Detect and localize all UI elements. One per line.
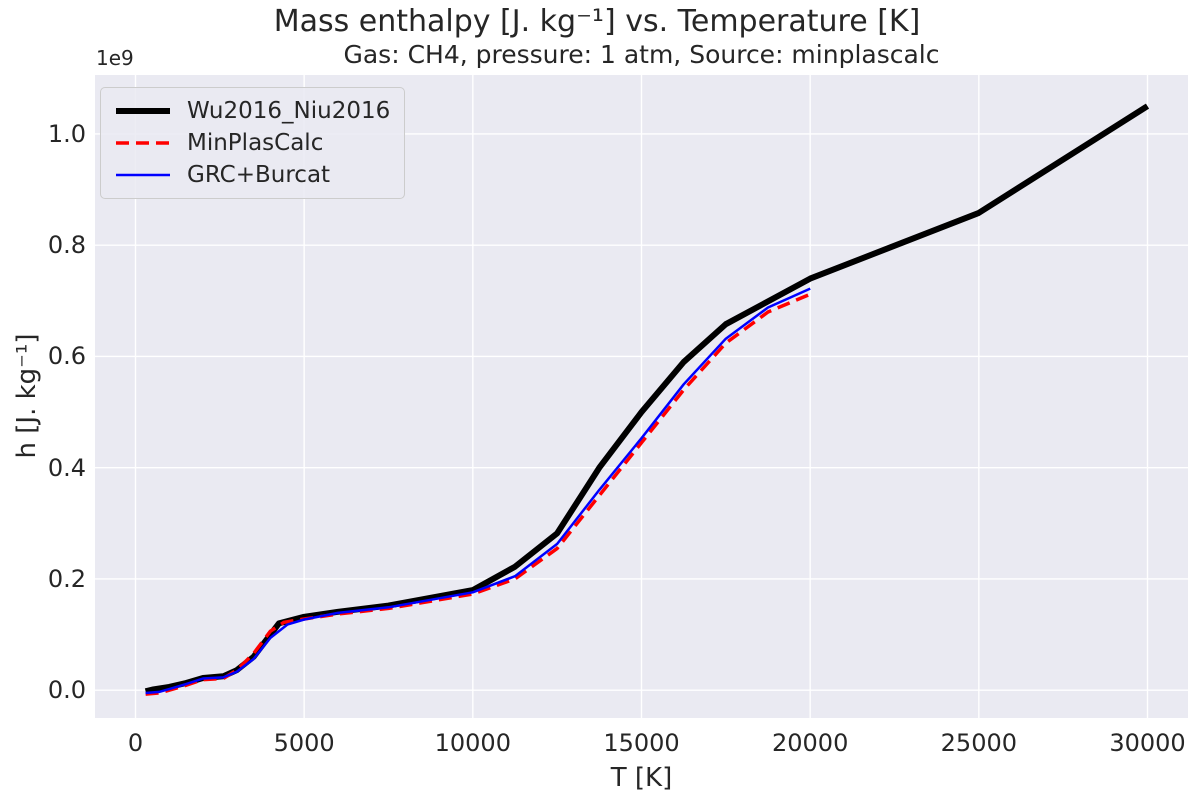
x-tick-label: 10000 xyxy=(434,729,511,757)
y-tick-label: 1.0 xyxy=(47,119,86,148)
legend-entry: MinPlasCalc xyxy=(115,127,390,159)
legend-line-sample-icon xyxy=(116,108,170,114)
x-tick-label: 20000 xyxy=(771,729,849,757)
legend-label: GRC+Burcat xyxy=(187,162,331,188)
y-tick-label: 0.8 xyxy=(47,231,86,260)
legend-entry: Wu2016_Niu2016 xyxy=(115,95,390,127)
y-axis-label: h [J. kg⁻¹] xyxy=(12,333,42,459)
y-tick-label: 0.2 xyxy=(47,564,86,593)
legend: Wu2016_Niu2016 MinPlasCalc GRC+Burcat xyxy=(100,87,406,199)
x-axis-label: T [K] xyxy=(610,763,673,793)
chart-title: Mass enthalpy [J. kg⁻¹] vs. Temperature … xyxy=(273,4,921,39)
chart-subtitle: Gas: CH4, pressure: 1 atm, Source: minpl… xyxy=(343,40,940,69)
legend-line-sample-icon xyxy=(116,173,170,177)
x-tick-label: 25000 xyxy=(940,729,1018,757)
y-tick-label: 0.6 xyxy=(47,342,86,371)
x-tick-label: 15000 xyxy=(603,729,680,757)
y-axis-offset-label: 1e9 xyxy=(96,46,134,70)
chart-canvas xyxy=(95,75,1188,718)
legend-entry: GRC+Burcat xyxy=(115,159,390,191)
y-tick-label: 0.0 xyxy=(47,676,86,705)
x-tick-label: 5000 xyxy=(273,729,335,757)
series-line-GRC+Burcat xyxy=(145,287,811,695)
legend-label: MinPlasCalc xyxy=(187,130,324,156)
x-tick-label: 0 xyxy=(127,729,144,757)
legend-line-sample-icon xyxy=(116,141,170,145)
y-tick-label: 0.4 xyxy=(47,453,86,482)
x-tick-label: 30000 xyxy=(1109,729,1186,757)
legend-label: Wu2016_Niu2016 xyxy=(187,98,391,124)
